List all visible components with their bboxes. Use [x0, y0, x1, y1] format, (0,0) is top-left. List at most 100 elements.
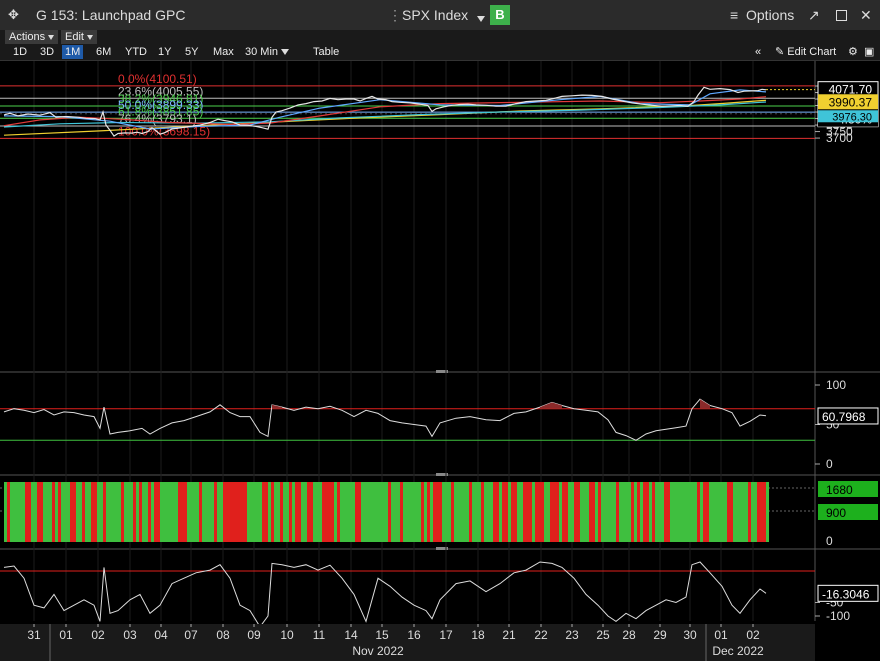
volume-bar	[271, 482, 274, 542]
volume-bar	[466, 482, 469, 542]
volume-bar	[739, 482, 742, 542]
x-axis-bg	[0, 624, 815, 661]
x-axis-day-label: 11	[313, 628, 326, 642]
moving-average-line	[3, 96, 767, 127]
volume-bar	[211, 482, 214, 542]
volume-bar	[355, 482, 358, 542]
volume-bar	[157, 482, 160, 542]
pop-out-icon[interactable]: ↗	[808, 7, 820, 23]
moving-average-line	[3, 99, 767, 136]
volume-bar	[301, 482, 304, 542]
range-6M[interactable]: 6M	[96, 46, 112, 58]
volume-bar	[607, 482, 610, 542]
volume-bar	[142, 482, 145, 542]
volume-bar	[385, 482, 388, 542]
volume-bar	[688, 482, 691, 542]
volume-bar	[733, 482, 736, 542]
volume-bar	[436, 482, 439, 542]
volume-bar	[673, 482, 676, 542]
volume-bar	[148, 482, 151, 542]
fib-label: 0.0%(4100.51)	[118, 72, 197, 86]
interval-select[interactable]: 30 Min	[242, 45, 292, 59]
volume-bar	[172, 482, 175, 542]
pencil-icon: ✎	[775, 46, 785, 58]
volume-bar	[646, 482, 649, 542]
range-5Y[interactable]: 5Y	[185, 46, 199, 58]
volume-bar	[229, 482, 232, 542]
edit-menu-label: Edit	[65, 31, 84, 43]
x-axis-month-label: Nov 2022	[352, 644, 404, 658]
volume-bar	[376, 482, 379, 542]
maximize-icon[interactable]	[836, 10, 847, 21]
volume-bar	[97, 482, 100, 542]
options-button[interactable]: Options	[746, 7, 795, 23]
range-toolbar: 1D 3D 1M 6M YTD 1Y 5Y Max 30 Min Table «…	[0, 44, 880, 61]
volume-bar	[88, 482, 91, 542]
cci-value-tag: -16.3046	[822, 587, 870, 601]
edit-menu[interactable]: Edit	[61, 30, 97, 44]
volume-bar	[40, 482, 43, 542]
collapse-icon[interactable]: «	[755, 46, 762, 58]
range-3D[interactable]: 3D	[40, 46, 55, 58]
chart-expand-icon[interactable]: ▣	[864, 46, 875, 58]
drag-handle-icon[interactable]: ⋮	[388, 7, 402, 23]
volume-bar	[397, 482, 400, 542]
interval-label: 30 Min	[245, 46, 279, 58]
volume-bar	[280, 482, 283, 542]
x-axis-day-label: 02	[91, 628, 105, 642]
range-1M[interactable]: 1M	[62, 45, 84, 59]
actions-menu[interactable]: Actions	[5, 30, 59, 44]
volume-bar	[373, 482, 376, 542]
volume-bar	[691, 482, 694, 542]
range-1D[interactable]: 1D	[13, 46, 28, 58]
volume-bar	[388, 482, 391, 542]
cci-value-box	[817, 584, 879, 602]
volume-bar	[718, 482, 721, 542]
volume-bar	[199, 482, 202, 542]
volume-bar	[52, 482, 55, 542]
table-button[interactable]: Table	[313, 46, 340, 58]
range-1Y[interactable]: 1Y	[158, 46, 172, 58]
x-axis-day-label: 17	[439, 628, 453, 642]
volume-bar	[106, 482, 109, 542]
price-axis-label: 3700	[826, 131, 853, 145]
volume-bar	[226, 482, 229, 542]
volume-bar	[427, 482, 430, 542]
volume-bar	[514, 482, 517, 542]
volume-bar	[544, 482, 547, 542]
volume-bar	[538, 482, 541, 542]
security-name[interactable]: SPX Index	[402, 7, 469, 23]
range-YTD[interactable]: YTD	[125, 46, 147, 58]
volume-bar	[745, 482, 748, 542]
volume-bar	[343, 482, 346, 542]
window-title: G 153: Launchpad GPC	[36, 7, 186, 23]
volume-bar	[124, 482, 127, 542]
chart-area[interactable]: 0.0%(4100.51)23.6%(4005.55)38.2%(3946.81…	[0, 61, 880, 661]
volume-bar	[604, 482, 607, 542]
volume-bar	[526, 482, 529, 542]
bloomberg-badge[interactable]: B	[490, 5, 510, 25]
volume-bar	[643, 482, 646, 542]
volume-bar	[670, 482, 673, 542]
security-dropdown-icon[interactable]	[474, 10, 485, 26]
volume-bar	[403, 482, 406, 542]
volume-bar	[724, 482, 727, 542]
close-icon[interactable]: ✕	[860, 7, 872, 23]
volume-bar	[136, 482, 139, 542]
range-Max[interactable]: Max	[213, 46, 234, 58]
x-axis-day-label: 16	[407, 628, 421, 642]
x-axis-day-label: 03	[123, 628, 137, 642]
cci-axis-label: -100	[826, 609, 850, 623]
rsi-value-box	[817, 407, 879, 425]
volume-bar	[664, 482, 667, 542]
options-menu-icon[interactable]: ≡	[730, 7, 739, 23]
chart-settings-icon[interactable]: ⚙	[848, 46, 858, 58]
move-icon[interactable]: ✥	[8, 7, 19, 22]
volume-bar	[496, 482, 499, 542]
edit-chart-button[interactable]: ✎ Edit Chart	[772, 45, 839, 59]
x-axis-day-label: 28	[622, 628, 636, 642]
volume-bar	[313, 482, 316, 542]
volume-bar	[415, 482, 418, 542]
volume-bar	[310, 482, 313, 542]
volume-bar	[676, 482, 679, 542]
